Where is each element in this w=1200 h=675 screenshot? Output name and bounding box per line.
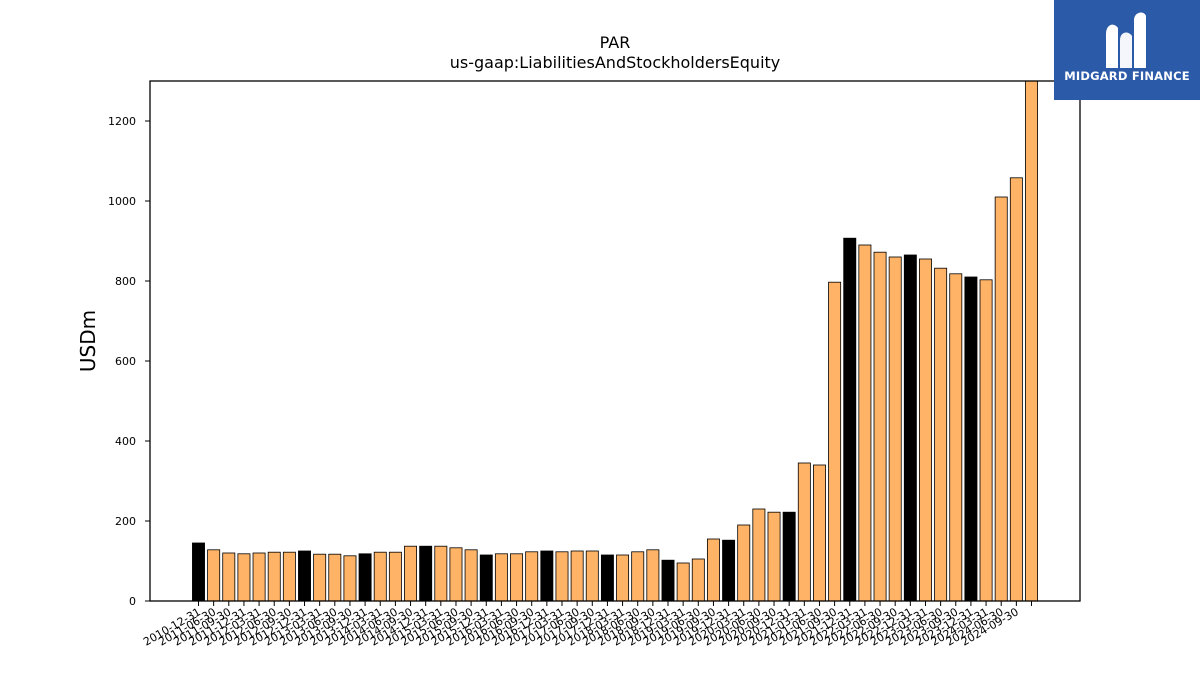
- bar: [994, 196, 1008, 602]
- bar: [873, 251, 887, 602]
- x-axis: 2010-12-312011-06-302011-09-302011-12-31…: [141, 601, 1032, 649]
- bar: [207, 549, 221, 602]
- bar: [479, 554, 493, 602]
- midgard-finance-logo: MIDGARD FINANCE: [1054, 0, 1200, 100]
- y-tick-label: 0: [129, 595, 136, 608]
- bar: [434, 545, 448, 602]
- plot-frame: [149, 80, 1081, 602]
- bar: [494, 553, 508, 602]
- y-axis: 0 200 400 600 800 1000 1200: [108, 115, 150, 608]
- bar: [828, 281, 842, 602]
- midgard-logo-icon: [1106, 12, 1146, 68]
- bar: [964, 276, 978, 602]
- bar: [1025, 80, 1038, 602]
- y-tick-label: 600: [115, 355, 136, 368]
- bar: [858, 244, 872, 602]
- bar: [722, 539, 736, 602]
- bar: [676, 562, 690, 602]
- bar: [404, 545, 418, 602]
- bar: [646, 549, 660, 602]
- y-tick-label: 1200: [108, 115, 136, 128]
- chart-title: PAR: [600, 33, 631, 52]
- bar: [934, 267, 948, 602]
- bar: [797, 462, 811, 602]
- bar: [373, 551, 387, 602]
- bar: [843, 237, 857, 602]
- bar: [192, 542, 205, 602]
- y-tick-label: 400: [115, 435, 136, 448]
- y-tick-label: 800: [115, 275, 136, 288]
- bar: [616, 554, 630, 602]
- bar: [570, 550, 584, 602]
- bar: [388, 551, 402, 602]
- bar: [298, 550, 311, 602]
- bar: [510, 553, 524, 602]
- bar: [1009, 177, 1023, 602]
- bar: [282, 551, 296, 602]
- bar: [691, 558, 705, 602]
- bar: [540, 550, 554, 602]
- bar: [555, 551, 569, 602]
- bar: [767, 511, 781, 602]
- bar: [252, 552, 266, 602]
- bar: [631, 551, 645, 602]
- bar: [222, 552, 236, 602]
- chart-subtitle: us-gaap:LiabilitiesAndStockholdersEquity: [450, 53, 781, 72]
- bar: [949, 273, 963, 602]
- bar: [903, 254, 917, 602]
- bar: [358, 553, 372, 602]
- bar: [752, 508, 766, 602]
- bar: [979, 279, 993, 602]
- bar: [313, 553, 327, 602]
- y-tick-label: 200: [115, 515, 136, 528]
- y-axis-label: USDm: [76, 310, 100, 372]
- bar: [343, 555, 357, 602]
- bar: [706, 538, 720, 602]
- logo-text: MIDGARD FINANCE: [1064, 69, 1190, 83]
- bar: [419, 545, 433, 602]
- bar: [600, 554, 614, 602]
- bar: [464, 549, 478, 602]
- bar: [919, 258, 932, 602]
- bar: [267, 551, 281, 602]
- bar: [661, 559, 675, 602]
- bar: [888, 256, 902, 602]
- bar: [328, 553, 342, 602]
- y-tick-label: 1000: [108, 195, 136, 208]
- bar: [782, 511, 796, 602]
- bar: [813, 464, 826, 602]
- bar: [449, 547, 463, 602]
- bar: [525, 551, 539, 602]
- bar: [585, 550, 599, 602]
- bar: [737, 524, 751, 602]
- bars-group: [192, 80, 1038, 602]
- bar: [237, 553, 251, 602]
